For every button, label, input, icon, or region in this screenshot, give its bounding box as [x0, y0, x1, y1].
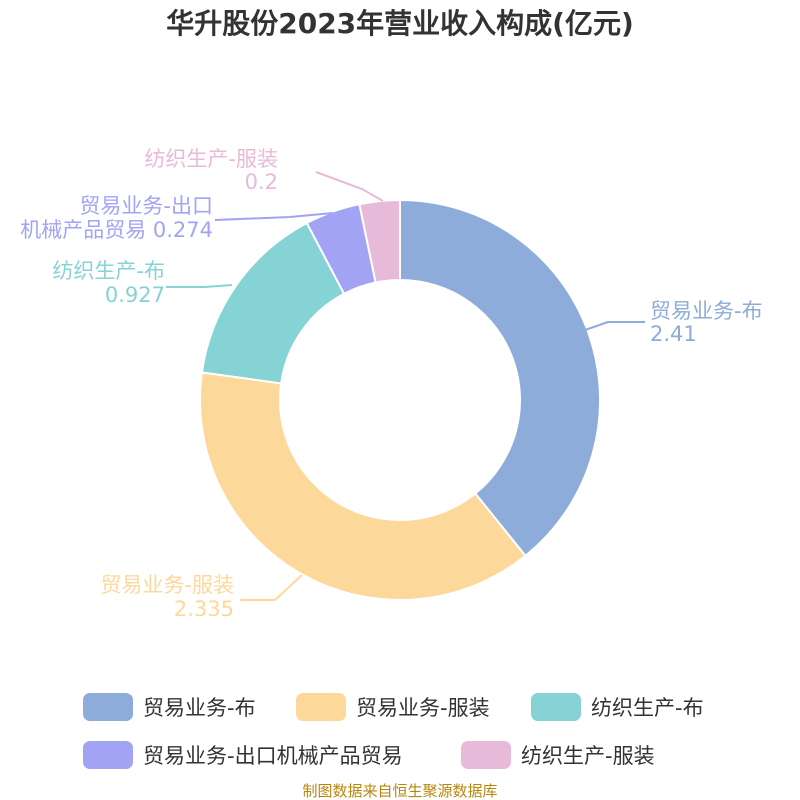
source-note: 制图数据来自恒生聚源数据库	[302, 782, 497, 800]
slice-0[interactable]	[399, 198, 601, 558]
leader-line-1	[240, 574, 303, 601]
label-name-0: 贸易业务-布	[650, 299, 763, 323]
legend-swatch-2[interactable]	[531, 693, 581, 721]
slice-labels: 贸易业务-布 2.41 贸易业务-服装 2.335 纺织生产-布 0.927 贸…	[20, 147, 762, 621]
leader-line-2	[166, 284, 233, 288]
legend-swatch-0[interactable]	[83, 693, 133, 721]
chart-title: 华升股份2023年营业收入构成(亿元)	[166, 7, 634, 40]
label-value-2: 0.927	[105, 283, 165, 307]
label-value-4: 0.2	[245, 170, 278, 194]
label-name-2: 纺织生产-布	[52, 259, 165, 283]
legend-swatch-1[interactable]	[296, 693, 346, 721]
donut	[199, 198, 601, 601]
leader-line-4	[315, 171, 384, 202]
legend-label-4[interactable]: 纺织生产-服装	[521, 744, 655, 768]
label-name-1: 贸易业务-服装	[100, 573, 234, 597]
legend-label-1[interactable]: 贸易业务-服装	[356, 696, 490, 720]
legend-swatch-3[interactable]	[83, 741, 133, 769]
slice-1[interactable]	[199, 371, 527, 601]
label-name-3b: 机械产品贸易 0.274	[20, 218, 213, 242]
legend-label-0[interactable]: 贸易业务-布	[143, 696, 256, 720]
label-name-3: 贸易业务-出口	[79, 194, 213, 218]
legend-label-3[interactable]: 贸易业务-出口机械产品贸易	[143, 744, 403, 768]
label-value-0: 2.41	[650, 322, 697, 346]
leader-line-3	[214, 212, 334, 221]
label-value-1: 2.335	[174, 597, 234, 621]
leader-line-0	[584, 321, 645, 331]
legend-swatch-4[interactable]	[461, 741, 511, 769]
slice-4[interactable]	[358, 198, 401, 284]
label-name-4: 纺织生产-服装	[144, 147, 278, 171]
leader-lines	[166, 171, 645, 601]
legend-label-2[interactable]: 纺织生产-布	[591, 696, 704, 720]
